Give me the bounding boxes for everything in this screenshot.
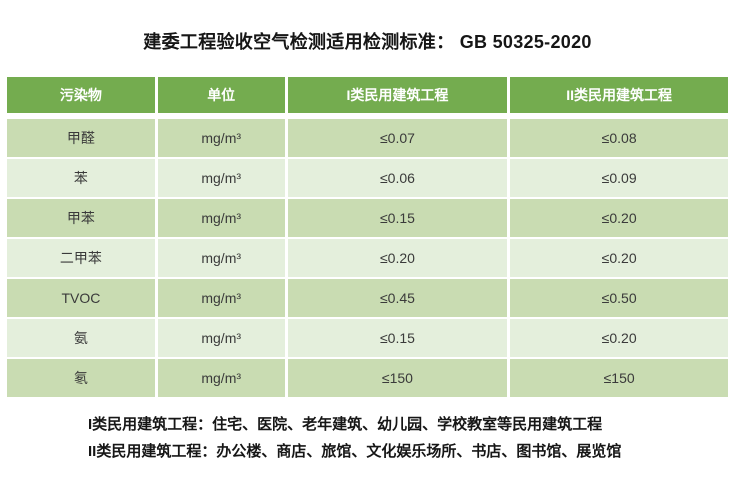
standards-table: 污染物 单位 I类民用建筑工程 II类民用建筑工程 甲醛 mg/m³ ≤0.07… <box>7 77 728 397</box>
cell-unit: mg/m³ <box>157 279 285 317</box>
cell-class2-limit: ≤0.20 <box>510 319 728 357</box>
page-title: 建委工程验收空气检测适用检测标准： GB 50325-2020 <box>143 32 592 52</box>
cell-unit: mg/m³ <box>157 359 285 397</box>
cell-class2-limit: ≤0.50 <box>510 279 728 317</box>
cell-unit: mg/m³ <box>157 159 285 197</box>
column-header-class2: II类民用建筑工程 <box>510 77 728 113</box>
cell-class1-limit: ≤0.45 <box>287 279 508 317</box>
column-header-unit: 单位 <box>157 77 285 113</box>
cell-pollutant: 甲醛 <box>7 119 155 157</box>
table-row: 甲醛 mg/m³ ≤0.07 ≤0.08 <box>7 119 728 157</box>
cell-class2-limit: ≤0.08 <box>510 119 728 157</box>
cell-class1-limit: ≤0.07 <box>287 119 508 157</box>
table-row: 甲苯 mg/m³ ≤0.15 ≤0.20 <box>7 199 728 237</box>
cell-class2-limit: ≤0.20 <box>510 199 728 237</box>
cell-class1-limit: ≤150 <box>287 359 508 397</box>
cell-unit: mg/m³ <box>157 199 285 237</box>
cell-pollutant: 二甲苯 <box>7 239 155 277</box>
column-header-pollutant: 污染物 <box>7 77 155 113</box>
cell-class2-limit: ≤0.20 <box>510 239 728 277</box>
cell-unit: mg/m³ <box>157 239 285 277</box>
cell-pollutant: 氡 <box>7 359 155 397</box>
table-body: 甲醛 mg/m³ ≤0.07 ≤0.08 苯 mg/m³ ≤0.06 ≤0.09… <box>7 119 728 397</box>
table-row: 氨 mg/m³ ≤0.15 ≤0.20 <box>7 319 728 357</box>
note-class2-definition: II类民用建筑工程：办公楼、商店、旅馆、文化娱乐场所、书店、图书馆、展览馆 <box>88 443 622 460</box>
table-row: 二甲苯 mg/m³ ≤0.20 ≤0.20 <box>7 239 728 277</box>
cell-pollutant: 氨 <box>7 319 155 357</box>
cell-pollutant: TVOC <box>7 279 155 317</box>
cell-class1-limit: ≤0.20 <box>287 239 508 277</box>
cell-pollutant: 苯 <box>7 159 155 197</box>
note-class1-definition: I类民用建筑工程：住宅、医院、老年建筑、幼儿园、学校教室等民用建筑工程 <box>88 416 603 433</box>
cell-unit: mg/m³ <box>157 119 285 157</box>
notes: I类民用建筑工程：住宅、医院、老年建筑、幼儿园、学校教室等民用建筑工程 II类民… <box>88 411 621 465</box>
table-row: 氡 mg/m³ ≤150 ≤150 <box>7 359 728 397</box>
cell-class1-limit: ≤0.06 <box>287 159 508 197</box>
cell-class2-limit: ≤0.09 <box>510 159 728 197</box>
table-row: 苯 mg/m³ ≤0.06 ≤0.09 <box>7 159 728 197</box>
column-header-class1: I类民用建筑工程 <box>287 77 508 113</box>
cell-unit: mg/m³ <box>157 319 285 357</box>
cell-class1-limit: ≤0.15 <box>287 199 508 237</box>
cell-pollutant: 甲苯 <box>7 199 155 237</box>
table-header-row: 污染物 单位 I类民用建筑工程 II类民用建筑工程 <box>7 77 728 113</box>
cell-class2-limit: ≤150 <box>510 359 728 397</box>
table-row: TVOC mg/m³ ≤0.45 ≤0.50 <box>7 279 728 317</box>
cell-class1-limit: ≤0.15 <box>287 319 508 357</box>
